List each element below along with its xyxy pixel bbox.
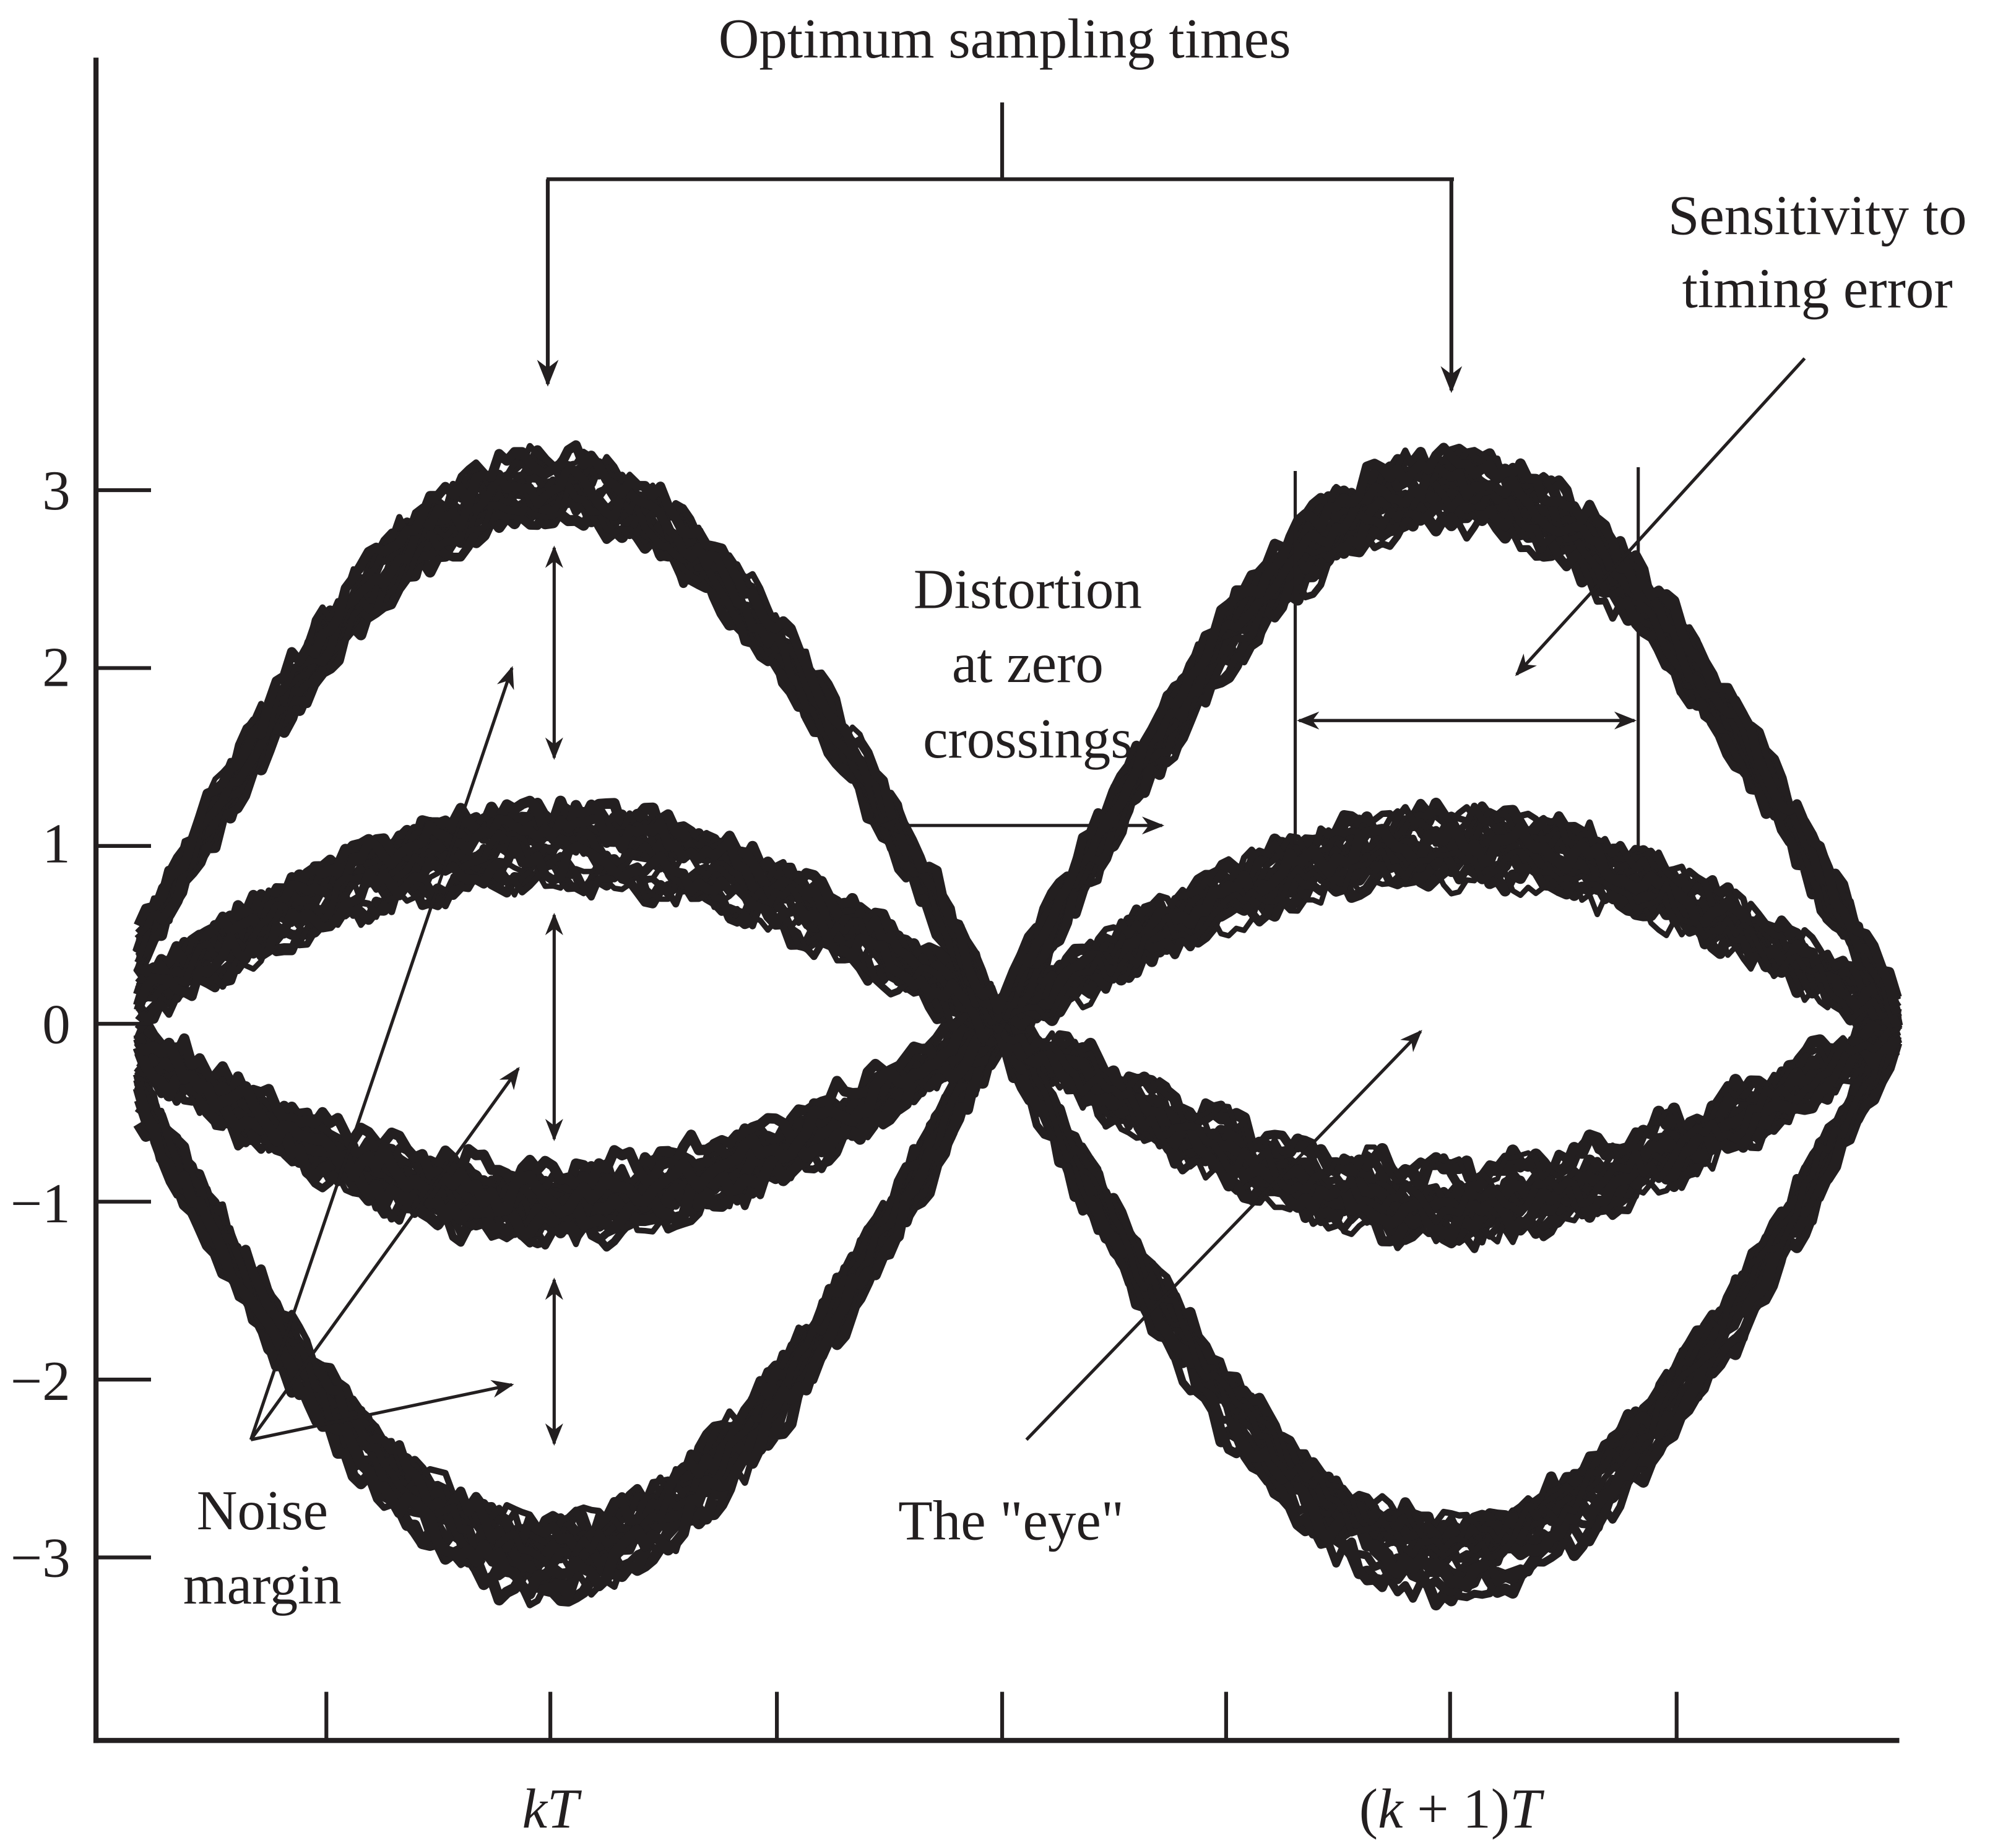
x-ticks bbox=[324, 1691, 1679, 1741]
y-tick-label-0: 0 bbox=[42, 993, 70, 1055]
y-tick-label-neg2: −2 bbox=[11, 1350, 71, 1412]
eye-trace bbox=[134, 440, 1901, 1015]
y-tick-label-3: 3 bbox=[42, 459, 70, 522]
y-ticks bbox=[96, 488, 151, 1560]
noise-margin-arrows bbox=[249, 545, 563, 1446]
y-tick-label-1: 1 bbox=[42, 813, 70, 875]
y-tick-label-neg1: −1 bbox=[11, 1172, 71, 1235]
eye-trace bbox=[135, 460, 1901, 1029]
sensitivity-label-line1: Sensitivity to bbox=[1668, 184, 1967, 246]
sensitivity-markers bbox=[1293, 357, 1806, 852]
y-tick-label-2: 2 bbox=[42, 636, 70, 698]
sensitivity-label-line2: timing error bbox=[1682, 257, 1953, 319]
optimum-sampling-title: Optimum sampling times bbox=[719, 7, 1291, 70]
eye-label: The "eye" bbox=[898, 1490, 1124, 1552]
eye-trace bbox=[134, 489, 1900, 1035]
distortion-label-line1: Distortion bbox=[914, 558, 1142, 620]
eye-trace bbox=[133, 488, 1901, 1244]
distortion-label-line3: crossings bbox=[923, 707, 1133, 770]
x-label-kT: kT bbox=[522, 1777, 582, 1840]
x-label-k1T: (k + 1)T bbox=[1359, 1777, 1544, 1840]
eye-arrow bbox=[1025, 1030, 1422, 1441]
y-tick-label-neg3: −3 bbox=[11, 1527, 71, 1589]
distortion-label-line2: at zero bbox=[952, 632, 1104, 694]
noise-margin-label-line1: Noise bbox=[197, 1479, 328, 1542]
sampling-bracket bbox=[537, 102, 1463, 394]
noise-margin-label-line2: margin bbox=[183, 1553, 342, 1616]
